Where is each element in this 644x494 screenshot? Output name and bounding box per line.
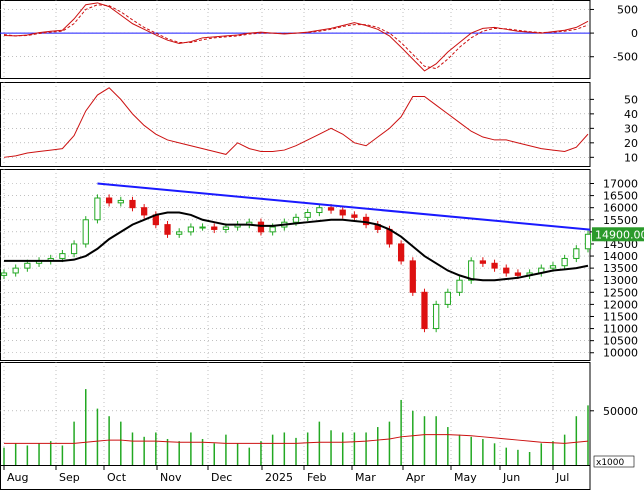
y-tick-label: 50000 — [603, 405, 638, 418]
y-tick-label: 16000 — [603, 202, 638, 215]
y-tick-label: 11000 — [603, 323, 638, 336]
volume-ma-line — [4, 434, 589, 444]
candle — [351, 214, 358, 218]
candle — [549, 265, 557, 269]
candle — [269, 226, 276, 233]
candle — [0, 272, 8, 276]
y-tick-label: 15500 — [603, 214, 638, 227]
candle — [433, 303, 440, 330]
candle — [339, 209, 346, 216]
panel-frame-price — [0, 169, 591, 361]
candle — [187, 226, 195, 233]
y-tick-label: 13500 — [603, 262, 638, 275]
x-tick-label: Jun — [502, 471, 520, 484]
candle — [327, 207, 335, 211]
x-axis-frame — [0, 465, 591, 490]
candle — [164, 224, 171, 235]
candle — [444, 291, 451, 305]
candle — [292, 216, 300, 223]
candle — [479, 260, 487, 264]
candle — [503, 267, 510, 274]
y-tick-label: 16500 — [603, 190, 638, 203]
candle — [456, 279, 463, 293]
candle — [70, 243, 78, 255]
x-tick-label: Feb — [307, 471, 326, 484]
oscillator-line-1 — [3, 4, 589, 70]
candle — [141, 207, 148, 216]
candle — [129, 199, 136, 209]
y-tick-label: 12000 — [603, 298, 638, 311]
candle — [59, 253, 66, 259]
candle — [304, 212, 311, 218]
candle — [316, 207, 323, 214]
x-tick-label: 2025 — [265, 471, 293, 484]
candle — [421, 291, 428, 330]
y-tick-label: 12500 — [603, 286, 638, 299]
y-tick-label: 20 — [624, 137, 638, 150]
candle — [561, 257, 568, 267]
moving-average-line — [4, 211, 589, 282]
y-tick-label: 50 — [624, 93, 638, 106]
y-tick-label: 10500 — [603, 335, 638, 348]
y-tick-label: 0 — [631, 27, 638, 40]
panel-frame-ind — [0, 82, 591, 167]
candle — [211, 226, 218, 230]
trend-line — [97, 182, 591, 231]
x-tick-label: Apr — [406, 471, 426, 484]
indicator-line-0 — [3, 87, 589, 158]
y-tick-label: -500 — [613, 51, 638, 64]
candle — [105, 197, 113, 204]
candle — [584, 233, 592, 250]
last-price-label: 14900.00 — [595, 228, 644, 241]
x-tick-label: Mar — [355, 471, 376, 484]
candle — [409, 260, 416, 293]
oscillator-line-0 — [3, 2, 589, 72]
y-tick-label: 13000 — [603, 274, 638, 287]
y-tick-label: 10000 — [603, 347, 638, 360]
y-tick-label: 40 — [624, 108, 638, 121]
candle — [573, 248, 580, 259]
candle — [257, 221, 265, 233]
candle — [12, 267, 19, 274]
y-tick-label: 30 — [624, 122, 638, 135]
candle — [514, 272, 522, 276]
x-tick-label: Jul — [555, 471, 569, 484]
x-tick-label: Dec — [211, 471, 232, 484]
volume-unit-label: x1000 — [596, 458, 625, 468]
candle — [491, 262, 498, 269]
x-tick-label: May — [454, 471, 477, 484]
candle — [24, 262, 31, 269]
x-tick-label: Nov — [160, 471, 182, 484]
candle — [117, 199, 124, 204]
candle — [397, 243, 405, 262]
candle — [82, 219, 89, 245]
y-tick-label: 11500 — [603, 310, 638, 323]
x-tick-label: Sep — [59, 471, 80, 484]
candle — [199, 226, 206, 229]
y-tick-label: 14000 — [603, 250, 638, 263]
candle — [468, 260, 475, 281]
candle — [176, 231, 183, 235]
y-tick-label: 500 — [617, 3, 638, 16]
x-tick-label: Oct — [107, 471, 127, 484]
last-price-tag — [592, 227, 644, 242]
candle — [94, 197, 101, 221]
x-tick-label: Aug — [7, 471, 28, 484]
candle — [222, 226, 230, 230]
y-tick-label: 10 — [624, 151, 638, 164]
volume-unit-box — [593, 455, 635, 468]
panel-frame-osc — [0, 0, 591, 79]
y-tick-label: 17000 — [603, 178, 638, 191]
